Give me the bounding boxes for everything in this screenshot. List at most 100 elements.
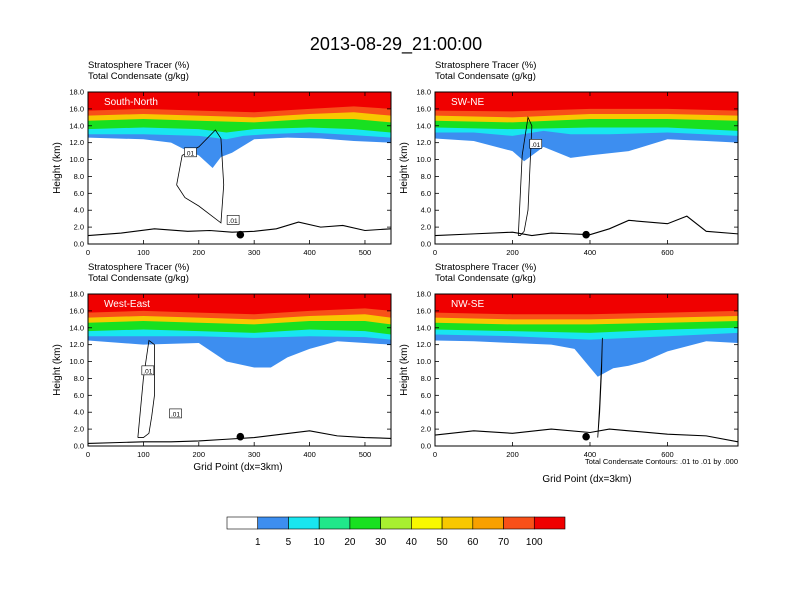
contour-footnote: Total Condensate Contours: .01 to .01 by… bbox=[585, 457, 738, 466]
panel-subtitle: Total Condensate (g/kg) bbox=[88, 71, 189, 82]
y-tick-label: 12.0 bbox=[416, 138, 431, 147]
panel-subtitle: Total Condensate (g/kg) bbox=[88, 273, 189, 284]
x-axis-label-left: Grid Point (dx=3km) bbox=[193, 462, 282, 473]
y-tick-label: 4.0 bbox=[74, 206, 84, 215]
contour-label-text: .01 bbox=[229, 218, 238, 225]
x-tick-label: 0 bbox=[86, 450, 90, 459]
contour-label: .01 bbox=[169, 408, 182, 418]
terrain-line bbox=[435, 215, 738, 237]
contour-label: .01 bbox=[141, 365, 155, 375]
y-tick-label: 12.0 bbox=[69, 138, 84, 147]
colorbar-swatch bbox=[472, 516, 504, 530]
x-tick-label: 600 bbox=[661, 248, 674, 257]
y-tick-label: 14.0 bbox=[69, 121, 84, 130]
tracer-band-tracer-100 bbox=[88, 92, 391, 113]
y-tick-label: 16.0 bbox=[416, 306, 431, 315]
panel-name: NW-SE bbox=[451, 299, 484, 310]
x-tick-label: 200 bbox=[193, 450, 206, 459]
location-marker bbox=[236, 432, 245, 441]
y-tick-label: 8.0 bbox=[74, 172, 84, 181]
contour-label: .01 bbox=[226, 215, 240, 225]
x-tick-label: 0 bbox=[86, 248, 90, 257]
contour-label-text: .01 bbox=[171, 411, 180, 418]
panel-name: West-East bbox=[104, 299, 150, 310]
y-tick-label: 18.0 bbox=[69, 88, 84, 97]
x-tick-label: 200 bbox=[506, 248, 519, 257]
y-tick-label: 10.0 bbox=[69, 155, 84, 164]
colorbar-swatch bbox=[503, 516, 535, 530]
x-tick-label: 600 bbox=[661, 450, 674, 459]
y-tick-label: 0.0 bbox=[74, 240, 84, 249]
colorbar-label: 50 bbox=[437, 537, 449, 548]
y-tick-label: 18.0 bbox=[69, 290, 84, 299]
y-tick-label: 12.0 bbox=[416, 340, 431, 349]
panel-subtitle: Total Condensate (g/kg) bbox=[435, 71, 536, 82]
y-axis-label: Height (km) bbox=[399, 142, 410, 194]
y-tick-label: 10.0 bbox=[416, 155, 431, 164]
condensate-0-01-line bbox=[137, 339, 155, 438]
colorbar-label: 30 bbox=[375, 537, 387, 548]
colorbar-label: 1 bbox=[255, 537, 261, 548]
colorbar-label: 20 bbox=[344, 537, 356, 548]
x-tick-label: 400 bbox=[584, 450, 597, 459]
y-tick-label: 8.0 bbox=[421, 172, 431, 181]
x-tick-label: 400 bbox=[303, 450, 316, 459]
tracer-band-tracer-100 bbox=[435, 92, 738, 112]
condensate-0-01-line bbox=[517, 115, 533, 236]
colorbar-swatch bbox=[411, 516, 443, 530]
panel-subtitle: Stratosphere Tracer (%) bbox=[435, 262, 536, 273]
panel-frame bbox=[87, 293, 392, 447]
colorbar-label: 40 bbox=[406, 537, 418, 548]
colorbar-label: 10 bbox=[314, 537, 326, 548]
y-tick-label: 6.0 bbox=[74, 189, 84, 198]
y-axis-label: Height (km) bbox=[52, 142, 63, 194]
panel-south-north: Stratosphere Tracer (%)Total Condensate … bbox=[52, 60, 392, 257]
panel-frame bbox=[434, 91, 739, 245]
location-marker bbox=[582, 230, 590, 239]
x-tick-label: 200 bbox=[506, 450, 519, 459]
colorbar-label: 70 bbox=[498, 537, 510, 548]
panel-nw-se: Stratosphere Tracer (%)Total Condensate … bbox=[399, 262, 739, 459]
y-tick-label: 6.0 bbox=[74, 391, 84, 400]
y-tick-label: 2.0 bbox=[421, 223, 431, 232]
terrain-line bbox=[88, 221, 391, 237]
panel-subtitle: Stratosphere Tracer (%) bbox=[88, 60, 189, 71]
y-tick-label: 0.0 bbox=[74, 442, 84, 451]
colorbar-swatch bbox=[288, 516, 320, 530]
y-tick-label: 0.0 bbox=[421, 240, 431, 249]
y-tick-label: 2.0 bbox=[74, 223, 84, 232]
x-tick-label: 100 bbox=[137, 248, 150, 257]
contour-label-text: .01 bbox=[143, 368, 152, 375]
y-tick-label: 16.0 bbox=[69, 104, 84, 113]
panel-frame bbox=[87, 91, 392, 245]
y-tick-label: 8.0 bbox=[74, 374, 84, 383]
colorbar-swatch bbox=[226, 516, 259, 530]
x-tick-label: 0 bbox=[433, 248, 437, 257]
panel-subtitle: Total Condensate (g/kg) bbox=[435, 273, 536, 284]
y-tick-label: 8.0 bbox=[421, 374, 431, 383]
location-marker bbox=[236, 230, 245, 239]
x-tick-label: 400 bbox=[584, 248, 597, 257]
panel-subtitle: Stratosphere Tracer (%) bbox=[435, 60, 536, 71]
y-tick-label: 14.0 bbox=[69, 323, 84, 332]
panel-name: South-North bbox=[104, 97, 158, 108]
y-tick-label: 4.0 bbox=[421, 206, 431, 215]
colorbar-swatch bbox=[318, 516, 351, 530]
x-axis-label-right: Grid Point (dx=3km) bbox=[542, 474, 631, 485]
panel-name: SW-NE bbox=[451, 97, 484, 108]
colorbar-swatch bbox=[349, 516, 381, 530]
x-tick-label: 500 bbox=[359, 450, 372, 459]
x-tick-label: 0 bbox=[433, 450, 437, 459]
x-tick-label: 100 bbox=[137, 450, 150, 459]
panel-frame bbox=[434, 293, 739, 447]
y-tick-label: 14.0 bbox=[416, 323, 431, 332]
y-tick-label: 18.0 bbox=[416, 290, 431, 299]
terrain-line bbox=[435, 428, 738, 443]
x-tick-label: 500 bbox=[359, 248, 372, 257]
y-axis-label: Height (km) bbox=[399, 344, 410, 396]
panel-west-east: Stratosphere Tracer (%)Total Condensate … bbox=[52, 262, 392, 459]
contour-label-text: .01 bbox=[531, 142, 540, 149]
y-tick-label: 12.0 bbox=[69, 340, 84, 349]
y-tick-label: 6.0 bbox=[421, 391, 431, 400]
